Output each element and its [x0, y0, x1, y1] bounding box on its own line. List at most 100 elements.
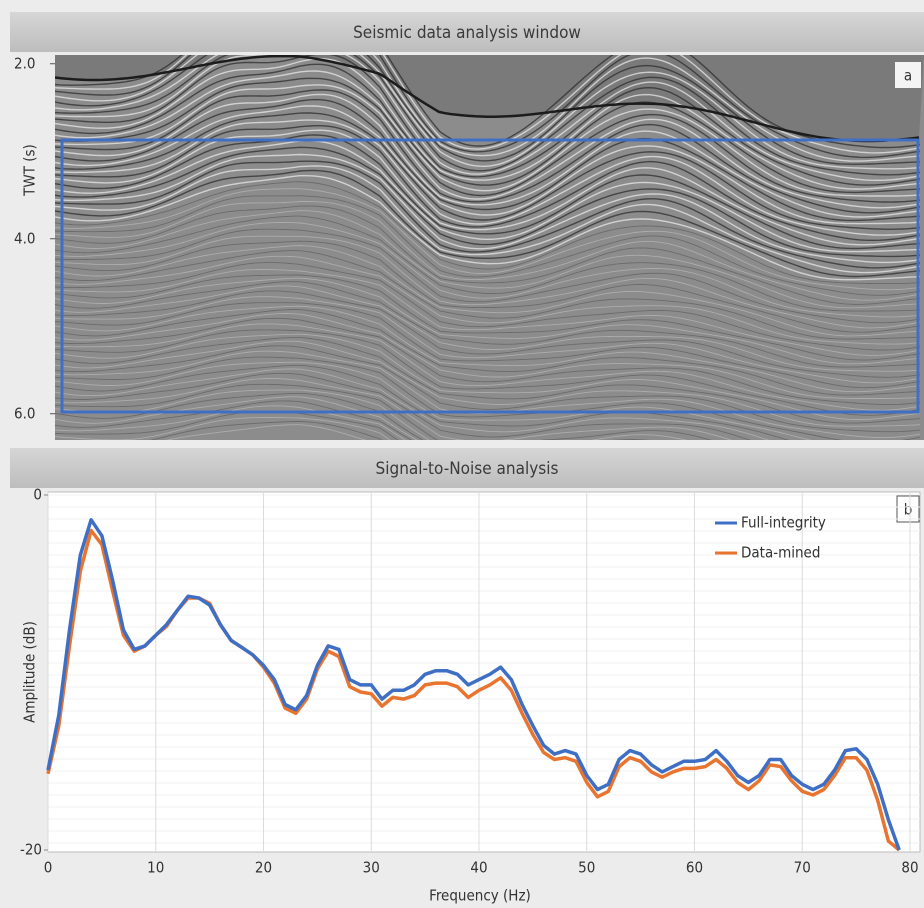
reflector — [55, 160, 921, 269]
reflector — [55, 165, 921, 274]
reflector — [55, 340, 921, 427]
reflector — [165, 424, 367, 440]
reflector — [55, 55, 921, 162]
reflector — [55, 57, 921, 190]
reflector — [55, 77, 921, 203]
reflector — [55, 235, 921, 329]
panel-label-box — [896, 495, 920, 523]
reflector — [55, 396, 418, 440]
x-tick-label: 40 — [470, 859, 487, 877]
header-bar — [10, 12, 924, 52]
y-axis-label: Amplitude (dB) — [21, 621, 39, 723]
seabed — [55, 55, 920, 143]
reflector — [55, 345, 921, 433]
reflector — [55, 281, 921, 368]
reflector — [55, 125, 921, 241]
reflector — [55, 55, 921, 181]
reflector — [55, 277, 921, 365]
reflector — [55, 329, 921, 416]
legend-label: Data-mined — [741, 544, 820, 562]
reflector — [55, 210, 921, 309]
plot-area — [47, 491, 921, 853]
x-tick-label: 70 — [794, 859, 811, 877]
reflector — [55, 392, 650, 440]
legend-label: Full-integrity — [741, 514, 826, 532]
reflector — [55, 146, 921, 258]
reflector — [55, 228, 921, 324]
reflector — [55, 63, 921, 194]
x-tick-label: 30 — [363, 859, 380, 877]
reflector — [55, 240, 921, 333]
header-bar — [10, 448, 924, 488]
reflector — [55, 372, 751, 440]
series-line — [46, 518, 901, 851]
reflector — [55, 55, 921, 176]
reflector — [55, 112, 921, 231]
x-tick-label: 50 — [578, 859, 595, 877]
reflector — [55, 400, 413, 440]
y-tick-label: 0 — [33, 486, 42, 504]
reflector — [55, 364, 790, 440]
reflector — [55, 309, 921, 396]
reflector — [55, 411, 399, 440]
x-axis-label: Frequency (Hz) — [429, 887, 531, 905]
reflector — [55, 274, 921, 361]
reflector — [55, 98, 921, 222]
reflector — [55, 389, 688, 440]
x-tick-label: 0 — [44, 859, 53, 877]
reflector — [55, 55, 921, 166]
reflector — [55, 285, 921, 372]
reflector — [55, 169, 921, 278]
reflector — [55, 129, 921, 246]
reflector — [55, 290, 921, 378]
analysis-window — [60, 138, 920, 414]
reflector — [55, 205, 921, 305]
reflector — [55, 70, 921, 197]
reflector — [55, 356, 921, 440]
panel-label: b — [904, 501, 913, 519]
y-tick-label: 6.0 — [14, 404, 35, 422]
x-tick-label: 20 — [255, 859, 272, 877]
reflector — [55, 93, 921, 218]
reflector — [55, 262, 921, 351]
reflector — [55, 181, 921, 285]
reflector — [55, 215, 921, 312]
reflector — [55, 333, 921, 421]
reflector — [55, 302, 921, 389]
reflector — [55, 188, 921, 291]
x-tick-label: 80 — [901, 859, 918, 877]
reflector — [55, 417, 391, 440]
reflector — [55, 153, 921, 264]
reflector — [55, 378, 733, 440]
reflector — [55, 245, 921, 337]
reflector — [55, 361, 812, 440]
reflector — [55, 313, 921, 399]
reflector — [55, 269, 921, 356]
reflector — [55, 105, 921, 225]
seismic-image — [55, 55, 924, 440]
reflector — [55, 368, 770, 440]
reflector — [55, 55, 921, 186]
reflector — [55, 250, 921, 340]
reflector — [149, 420, 383, 440]
panel-label-box — [895, 62, 921, 88]
reflector — [55, 323, 921, 411]
reflector — [55, 140, 921, 253]
reflector — [55, 134, 921, 250]
reflector — [55, 317, 921, 405]
reflector — [55, 336, 921, 424]
y-axis-label: TWT (s) — [21, 144, 39, 197]
reflector — [55, 222, 921, 318]
reflector — [55, 84, 921, 209]
reflector — [55, 305, 921, 393]
reflector — [55, 383, 713, 440]
reflector — [55, 175, 921, 281]
reflector — [55, 296, 921, 384]
chart-title: Signal-to-Noise analysis — [376, 459, 559, 479]
reflector — [55, 55, 921, 149]
y-tick-label: -20 — [20, 841, 42, 859]
x-tick-label: 10 — [147, 859, 164, 877]
reflector — [55, 195, 921, 296]
reflector — [55, 255, 921, 345]
